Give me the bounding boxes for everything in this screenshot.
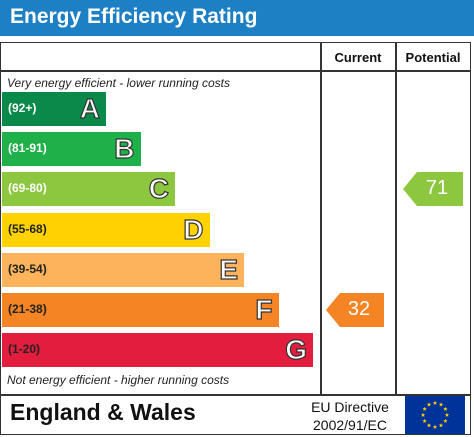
page-title: Energy Efficiency Rating (10, 5, 258, 28)
current-arrow-fill (326, 293, 384, 327)
band-letter: C (148, 173, 169, 205)
band-b: (81-91) B (2, 132, 141, 167)
band-letter: B (114, 133, 135, 165)
band-letter: G (285, 334, 308, 366)
eu-star (426, 402, 432, 407)
band-range: (69-80) (8, 181, 47, 196)
eu-star (420, 412, 426, 417)
band-f: (21-38) F (2, 293, 279, 327)
top-caption: Very energy efficient - lower running co… (7, 76, 230, 90)
eu-star (422, 406, 427, 411)
directive-line-2: 2002/91/EC (313, 417, 387, 433)
current-column-header: Current (334, 50, 382, 65)
eu-flag-icon (405, 396, 465, 434)
directive-line-1: EU Directive (311, 399, 389, 415)
eu-star (444, 412, 450, 417)
country-label: England & Wales (10, 399, 196, 425)
potential-column-header: Potential (405, 50, 461, 65)
eu-star (438, 402, 444, 407)
potential-arrow-fill (403, 172, 463, 207)
potential-rating-value: 71 (425, 177, 449, 200)
header-divider (0, 70, 471, 72)
potential-arrow-shape (403, 172, 463, 207)
band-d: (55-68) D (2, 212, 210, 247)
band-g: (1-20) G (2, 333, 313, 368)
eu-star (426, 423, 432, 428)
band-range: (39-54) (8, 261, 47, 276)
potential-rating-arrow: 71 (403, 172, 463, 207)
footer-divider (0, 394, 471, 396)
column-divider-current (320, 42, 322, 395)
band-letter: F (255, 293, 273, 325)
band-range: (55-68) (8, 221, 47, 236)
rating-table (0, 42, 471, 435)
band-range: (81-91) (8, 141, 47, 156)
band-letter: D (183, 213, 204, 245)
eu-star (443, 406, 448, 411)
title-bar: Energy Efficiency Rating (0, 0, 474, 36)
current-arrow-shape (326, 293, 384, 327)
eu-star (443, 418, 448, 423)
band-a: (92+) A (2, 92, 106, 126)
eu-star (432, 400, 438, 405)
band-letter: E (219, 253, 239, 285)
eu-star (432, 424, 438, 429)
band-range: (92+) (8, 101, 37, 115)
band-range: (1-20) (8, 342, 41, 357)
bottom-caption: Not energy efficient - higher running co… (7, 373, 230, 387)
band-e: (39-54) E (2, 252, 244, 287)
current-rating-arrow: 32 (326, 293, 384, 327)
current-rating-value: 32 (347, 298, 371, 320)
band-c: (69-80) C (2, 172, 175, 207)
band-letter: A (79, 92, 100, 124)
eu-star (438, 423, 444, 428)
eu-star (422, 418, 427, 423)
column-divider-potential (395, 42, 397, 395)
band-range: (21-38) (8, 302, 47, 316)
eu-directive: EU Directive 2002/91/EC (300, 398, 400, 434)
